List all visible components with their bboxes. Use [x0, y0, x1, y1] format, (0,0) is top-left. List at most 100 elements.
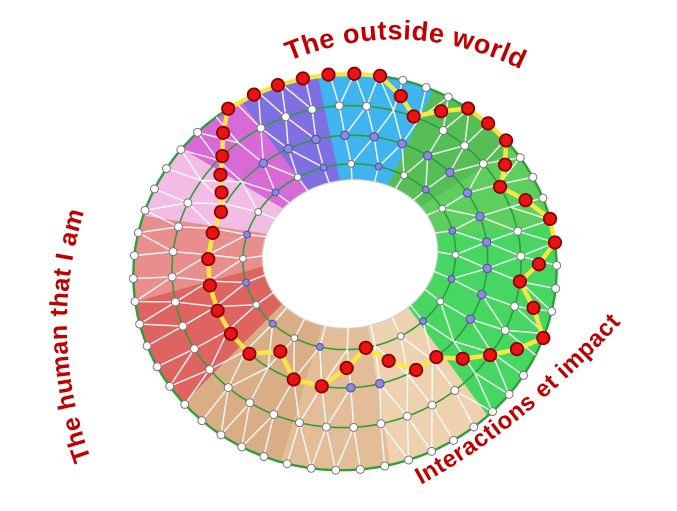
- node-blue[interactable]: [475, 211, 485, 222]
- node-blue[interactable]: [447, 274, 456, 283]
- node-white[interactable]: [180, 399, 190, 409]
- node-red[interactable]: [406, 109, 421, 124]
- node-white[interactable]: [460, 141, 470, 151]
- node-white[interactable]: [142, 341, 152, 351]
- node-white[interactable]: [216, 430, 226, 440]
- node-white[interactable]: [528, 172, 538, 182]
- node-white[interactable]: [282, 459, 292, 469]
- node-white[interactable]: [451, 250, 460, 259]
- node-red[interactable]: [512, 274, 527, 289]
- node-blue[interactable]: [311, 134, 321, 145]
- node-red[interactable]: [381, 353, 396, 368]
- node-white[interactable]: [307, 104, 317, 114]
- node-red[interactable]: [429, 350, 444, 365]
- node-white[interactable]: [290, 334, 299, 342]
- node-white[interactable]: [193, 127, 203, 137]
- node-red[interactable]: [542, 211, 558, 226]
- node-blue[interactable]: [465, 314, 476, 324]
- node-blue[interactable]: [319, 163, 328, 172]
- node-blue[interactable]: [271, 188, 280, 197]
- node-white[interactable]: [237, 442, 247, 452]
- node-white[interactable]: [245, 398, 255, 408]
- node-red[interactable]: [214, 185, 229, 200]
- node-white[interactable]: [400, 171, 408, 180]
- node-red[interactable]: [314, 379, 329, 394]
- node-red[interactable]: [215, 148, 230, 164]
- node-white[interactable]: [252, 300, 261, 309]
- node-white[interactable]: [504, 389, 514, 399]
- node-white[interactable]: [135, 319, 145, 329]
- node-white[interactable]: [321, 422, 331, 432]
- node-red[interactable]: [433, 104, 449, 119]
- node-red[interactable]: [286, 372, 301, 387]
- node-white[interactable]: [438, 204, 447, 213]
- node-red[interactable]: [393, 88, 408, 104]
- node-red[interactable]: [246, 87, 262, 102]
- node-white[interactable]: [355, 464, 365, 474]
- node-red[interactable]: [213, 167, 228, 182]
- node-white[interactable]: [178, 321, 188, 331]
- node-white[interactable]: [293, 173, 302, 182]
- node-white[interactable]: [149, 184, 159, 194]
- node-white[interactable]: [500, 325, 510, 335]
- node-white[interactable]: [513, 226, 523, 236]
- node-blue[interactable]: [375, 378, 385, 389]
- node-red[interactable]: [492, 179, 508, 194]
- node-white[interactable]: [398, 75, 408, 85]
- node-red[interactable]: [536, 330, 551, 346]
- node-white[interactable]: [129, 250, 139, 260]
- node-white[interactable]: [516, 251, 526, 261]
- node-red[interactable]: [547, 235, 563, 250]
- node-red[interactable]: [215, 125, 231, 141]
- node-red[interactable]: [213, 204, 229, 220]
- node-white[interactable]: [347, 159, 356, 168]
- node-white[interactable]: [161, 164, 171, 174]
- node-white[interactable]: [376, 419, 386, 429]
- node-red[interactable]: [531, 257, 546, 272]
- node-white[interactable]: [167, 272, 177, 282]
- node-blue[interactable]: [481, 237, 492, 247]
- node-blue[interactable]: [369, 131, 379, 142]
- node-white[interactable]: [223, 383, 233, 393]
- node-red[interactable]: [295, 71, 310, 86]
- node-red[interactable]: [526, 300, 541, 315]
- node-red[interactable]: [358, 340, 373, 355]
- node-red[interactable]: [497, 157, 513, 172]
- node-blue[interactable]: [397, 138, 407, 149]
- node-white[interactable]: [436, 297, 445, 306]
- node-white[interactable]: [538, 193, 548, 203]
- node-blue[interactable]: [243, 230, 252, 239]
- node-red[interactable]: [409, 362, 424, 378]
- node-red[interactable]: [221, 101, 236, 116]
- node-red[interactable]: [202, 278, 217, 293]
- node-white[interactable]: [205, 364, 215, 374]
- node-white[interactable]: [140, 205, 150, 215]
- node-white[interactable]: [294, 418, 304, 428]
- node-white[interactable]: [130, 297, 140, 307]
- node-white[interactable]: [256, 123, 266, 133]
- node-white[interactable]: [443, 92, 453, 102]
- node-blue[interactable]: [340, 130, 350, 141]
- node-white[interactable]: [552, 260, 562, 270]
- node-blue[interactable]: [448, 226, 457, 235]
- node-white[interactable]: [170, 297, 180, 307]
- node-white[interactable]: [487, 407, 497, 417]
- node-red[interactable]: [347, 66, 362, 81]
- node-white[interactable]: [133, 228, 143, 238]
- node-red[interactable]: [498, 133, 514, 148]
- node-blue[interactable]: [419, 317, 428, 326]
- node-blue[interactable]: [346, 382, 356, 393]
- node-white[interactable]: [168, 247, 178, 257]
- node-white[interactable]: [254, 208, 263, 216]
- node-white[interactable]: [469, 422, 479, 432]
- node-red[interactable]: [509, 342, 525, 357]
- node-red[interactable]: [481, 116, 496, 131]
- node-blue[interactable]: [476, 289, 487, 300]
- node-blue[interactable]: [283, 144, 294, 154]
- node-blue[interactable]: [462, 188, 473, 198]
- node-white[interactable]: [438, 125, 448, 135]
- node-blue[interactable]: [421, 185, 430, 194]
- node-red[interactable]: [201, 251, 216, 267]
- node-white[interactable]: [404, 455, 414, 465]
- node-white[interactable]: [551, 284, 561, 294]
